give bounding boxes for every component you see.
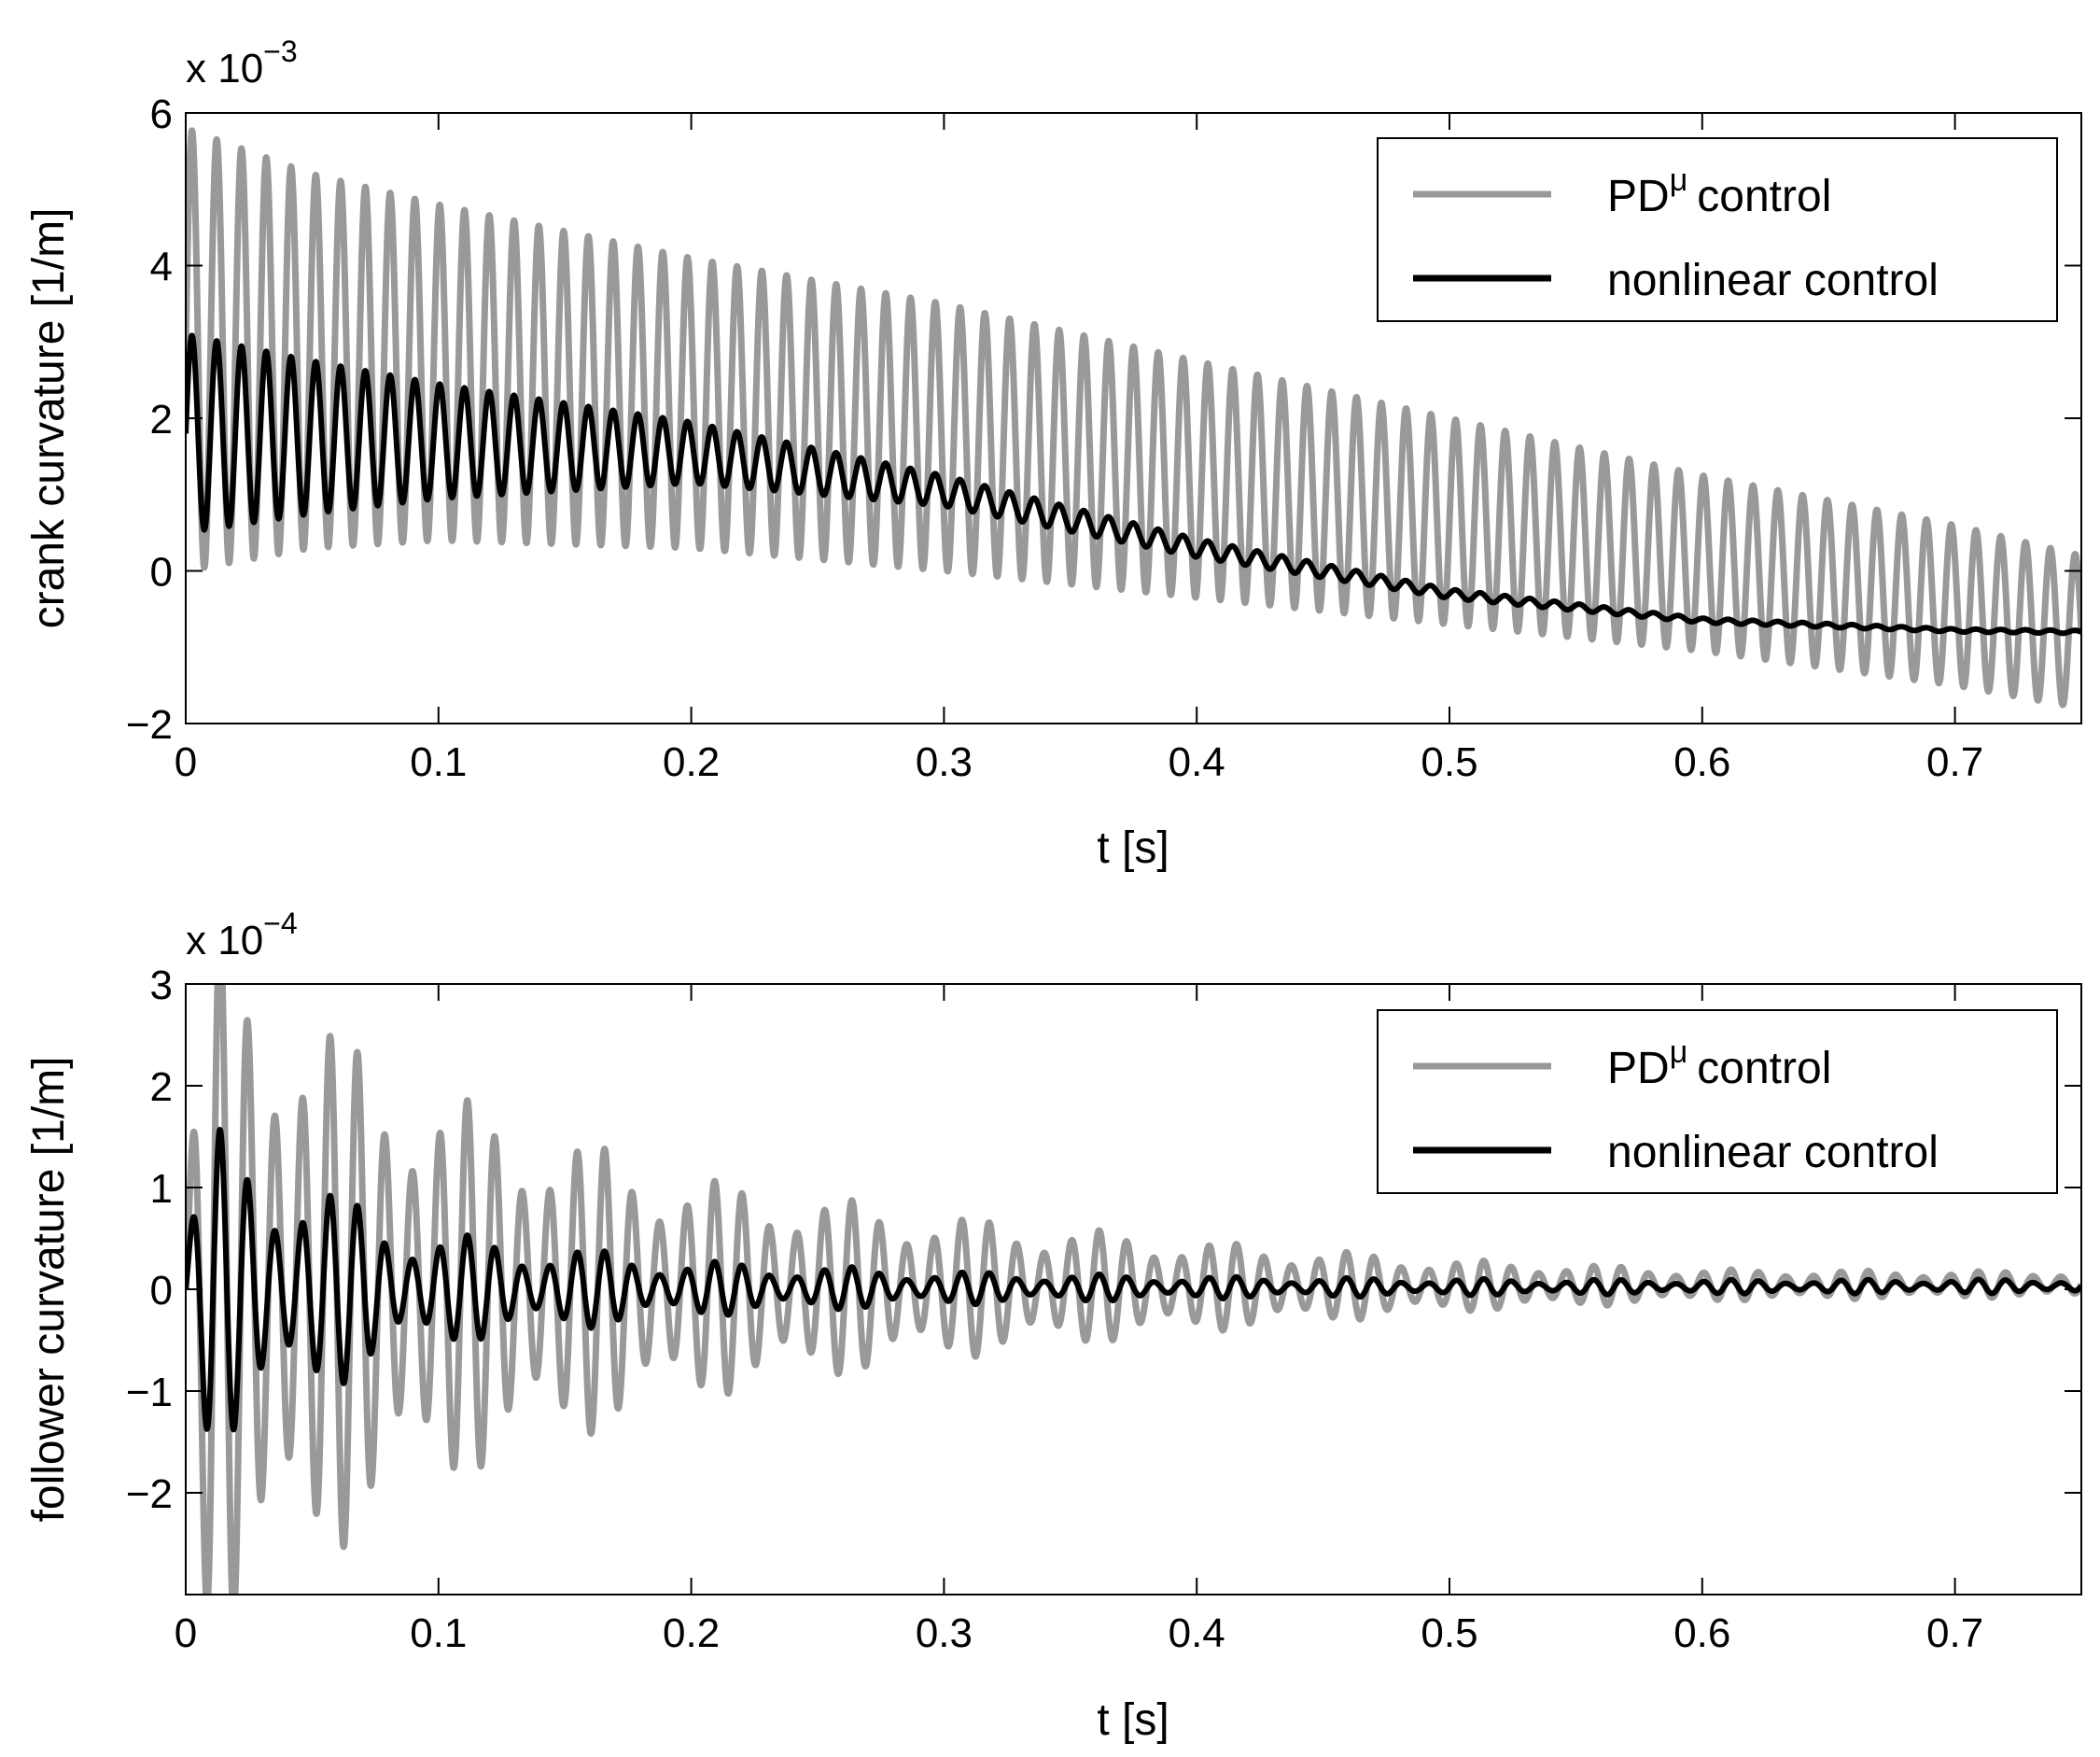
follower-y-axis-label: follower curvature [1/m] <box>24 1057 74 1523</box>
follower-series-nonlinear-control <box>186 1127 2081 1433</box>
follower-ytick-label: −1 <box>126 1370 173 1415</box>
crank-legend: PDμ control nonlinear control <box>1377 137 2058 322</box>
follower-ytick-label: 3 <box>150 963 173 1008</box>
follower-xtick-label: 0.5 <box>1421 1610 1477 1656</box>
follower-ticks: 0 0.1 0.2 0.3 0.4 0.5 0.6 0.7 −2 −1 0 1 2 3 <box>126 963 2081 1656</box>
follower-legend-box <box>1377 1009 2058 1194</box>
follower-x-axis-label: t [s] <box>1097 1695 1169 1745</box>
crank-series-pd-control <box>186 127 2081 709</box>
crank-axes-box <box>185 112 2082 724</box>
crank-xtick-label: 0.3 <box>916 739 973 785</box>
follower-y-scale-label: x 10−4 <box>186 907 298 963</box>
crank-legend-label-pd: PDμ control <box>1607 162 1831 221</box>
follower-legend: PDμ control nonlinear control <box>1377 1009 2058 1194</box>
crank-xtick-label: 0.5 <box>1421 739 1477 785</box>
crank-ytick-label: 4 <box>150 245 173 290</box>
crank-xtick-label: 0.4 <box>1169 739 1225 785</box>
crank-legend-label-nonlinear: nonlinear control <box>1607 256 1939 305</box>
crank-ytick-label: 6 <box>150 91 173 137</box>
crank-xtick-label: 0.2 <box>663 739 720 785</box>
follower-ytick-label: −2 <box>126 1471 173 1517</box>
follower-ytick-label: 1 <box>150 1166 173 1212</box>
follower-xtick-label: 0.6 <box>1673 1610 1730 1656</box>
crank-y-scale-label: x 10−3 <box>186 35 298 91</box>
crank-ytick-label: −2 <box>126 702 173 748</box>
crank-y-axis-label: crank curvature [1/m] <box>24 208 74 629</box>
crank-legend-box <box>1377 137 2058 322</box>
crank-series-nonlinear-control <box>186 332 2081 637</box>
follower-xtick-label: 0 <box>175 1610 197 1656</box>
follower-xtick-label: 0.1 <box>410 1610 467 1656</box>
follower-ytick-label: 0 <box>150 1268 173 1314</box>
crank-xtick-label: 0.6 <box>1673 739 1730 785</box>
follower-legend-label-pd: PDμ control <box>1607 1034 1831 1093</box>
crank-xtick-label: 0 <box>175 739 197 785</box>
crank-x-axis-label: t [s] <box>1097 823 1169 873</box>
crank-xtick-label: 0.1 <box>410 739 467 785</box>
follower-ytick-label: 2 <box>150 1064 173 1110</box>
follower-xtick-label: 0.3 <box>916 1610 973 1656</box>
follower-xtick-label: 0.2 <box>663 1610 720 1656</box>
crank-ytick-label: 0 <box>150 550 173 596</box>
follower-xtick-label: 0.4 <box>1169 1610 1225 1656</box>
crank-xtick-label: 0.7 <box>1926 739 1983 785</box>
follower-legend-label-nonlinear: nonlinear control <box>1607 1128 1939 1177</box>
follower-series-layer <box>186 984 2081 1595</box>
crank-ytick-label: 2 <box>150 397 173 443</box>
follower-chart: 0 0.1 0.2 0.3 0.4 0.5 0.6 0.7 −2 −1 0 1 2 3 x 10−4 t … <box>24 907 2082 1745</box>
crank-series-layer <box>186 127 2081 709</box>
follower-axes-box <box>185 983 2082 1595</box>
follower-xtick-label: 0.7 <box>1926 1610 1983 1656</box>
